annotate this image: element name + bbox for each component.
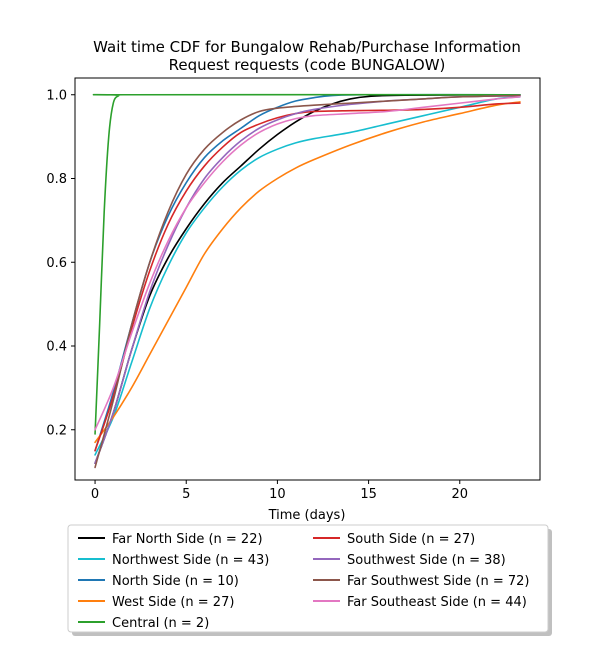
series-lines — [92, 93, 521, 469]
y-tick-label: 0.6 — [46, 256, 67, 271]
series-line-1 — [94, 93, 521, 465]
x-tick-label: 10 — [269, 487, 286, 502]
x-axis-label: Time (days) — [268, 508, 346, 523]
legend-label: Northwest Side (n = 43) — [112, 553, 269, 568]
legend-items: Far North Side (n = 22) Northwest Side (n… — [78, 532, 529, 631]
y-axis: 0.2 0.4 0.6 0.8 1.0 — [46, 88, 75, 438]
x-tick-label: 15 — [360, 487, 377, 502]
chart-title-line-2: Request requests (code BUNGALOW) — [169, 56, 446, 74]
y-tick-label: 0.4 — [46, 340, 67, 355]
x-tick-label: 0 — [91, 487, 99, 502]
series-line-8 — [94, 94, 521, 469]
legend-label: Far North Side (n = 22) — [112, 532, 263, 547]
x-tick-label: 5 — [182, 487, 190, 502]
x-axis: 0 5 10 15 20 — [91, 480, 468, 502]
legend-label: Far Southeast Side (n = 44) — [347, 595, 527, 610]
legend-label: North Side (n = 10) — [112, 574, 239, 589]
series-line-9 — [94, 96, 521, 431]
legend: Far North Side (n = 22) Northwest Side (n… — [67, 524, 552, 636]
y-tick-label: 0.2 — [46, 423, 67, 438]
series-line-5 — [92, 93, 521, 435]
plot-area — [75, 78, 540, 480]
legend-label: Far Southwest Side (n = 72) — [347, 574, 529, 589]
series-line-6 — [94, 102, 521, 452]
series-line-4 — [94, 101, 521, 444]
legend-label: Central (n = 2) — [112, 616, 209, 631]
legend-label: West Side (n = 27) — [112, 595, 234, 610]
chart-title-line-1: Wait time CDF for Bungalow Rehab/Purchas… — [93, 38, 521, 56]
plot-frame — [74, 77, 541, 481]
legend-label: South Side (n = 27) — [347, 532, 475, 547]
legend-box — [67, 524, 549, 633]
legend-label: Southwest Side (n = 38) — [347, 553, 506, 568]
y-tick-label: 0.8 — [46, 172, 67, 187]
series-line-2 — [94, 96, 521, 456]
y-tick-label: 1.0 — [46, 88, 67, 103]
x-tick-label: 20 — [451, 487, 468, 502]
